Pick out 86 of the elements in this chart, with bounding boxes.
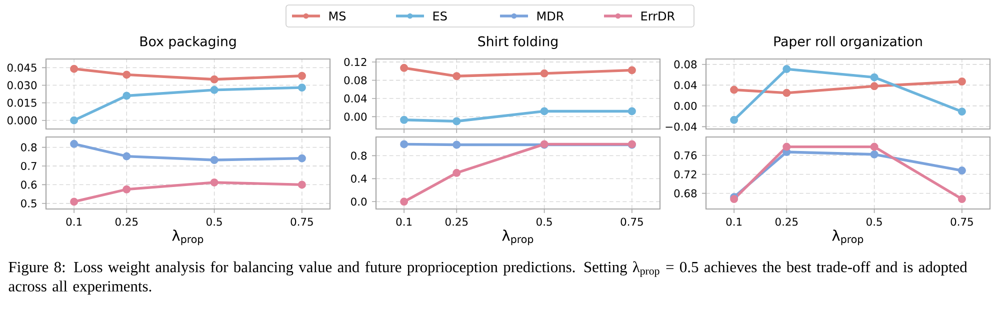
point — [70, 140, 78, 148]
point — [870, 142, 878, 151]
point — [298, 180, 306, 189]
chart-title: Box packaging — [140, 36, 236, 49]
x-tick-label: 0.5 — [866, 218, 882, 226]
point — [782, 88, 791, 97]
point — [122, 185, 131, 194]
y-tick-label: 0.6 — [21, 180, 37, 189]
y-tick-label: 0.8 — [351, 152, 367, 160]
y-tick-label: 0.000 — [7, 116, 37, 124]
point — [210, 75, 218, 84]
point — [958, 108, 966, 116]
y-tick-label: 0.7 — [21, 162, 36, 170]
point — [730, 116, 738, 124]
x-tick-label: 0.1 — [66, 218, 82, 226]
point — [958, 166, 966, 175]
point — [730, 86, 738, 94]
point — [298, 154, 306, 162]
y-tick-label: 0.72 — [674, 170, 696, 178]
y-tick-label: 0.76 — [674, 151, 697, 160]
point — [400, 198, 408, 206]
x-tick-label: 0.1 — [396, 218, 412, 226]
point — [870, 82, 878, 90]
x-tick-label: 0.75 — [290, 218, 313, 226]
y-tick-label: 0.08 — [344, 76, 367, 84]
point — [400, 116, 408, 124]
point — [870, 150, 878, 158]
x-tick-label: 0.75 — [950, 218, 973, 226]
point — [400, 140, 408, 148]
point — [70, 116, 78, 124]
y-tick-label: 0.12 — [344, 58, 366, 66]
y-tick-label: 0.00 — [344, 112, 367, 121]
point — [452, 168, 461, 177]
point — [70, 198, 78, 206]
y-tick-label: 0.04 — [674, 81, 697, 90]
x-tick-label: 0.25 — [445, 218, 468, 226]
y-tick-label: 0.015 — [7, 98, 36, 107]
point — [400, 64, 408, 72]
point — [122, 70, 131, 79]
x-tick-label: 0.75 — [620, 218, 643, 226]
y-tick-label: 0.045 — [7, 64, 36, 72]
point — [122, 152, 131, 160]
point — [210, 156, 218, 164]
legend-label: ES — [433, 11, 447, 21]
legend-label: MDR — [537, 12, 564, 20]
chart-title: Paper roll organization — [774, 36, 922, 49]
point — [958, 195, 966, 204]
y-tick-label: 0.08 — [674, 60, 697, 68]
legend-label: MS — [329, 11, 346, 21]
y-tick-label: 0.04 — [344, 94, 367, 102]
x-axis-title: λ$_{prop}$ — [832, 230, 864, 246]
point — [452, 72, 461, 80]
point — [782, 65, 791, 74]
y-tick-label: 0.4 — [351, 174, 367, 183]
x-tick-label: 0.25 — [775, 218, 798, 226]
y-tick-label: 0.5 — [21, 199, 36, 208]
point — [210, 86, 218, 94]
legend-label: ErrDR — [641, 12, 675, 20]
point — [122, 92, 131, 100]
point — [210, 178, 218, 186]
x-axis-title: λ$_{prop}$ — [502, 230, 534, 246]
point — [452, 117, 461, 126]
x-tick-label: 0.25 — [115, 218, 138, 226]
point — [870, 73, 878, 82]
y-tick-label: 0.68 — [674, 189, 697, 198]
x-axis-title: λ$_{prop}$ — [172, 230, 204, 246]
x-tick-label: 0.1 — [726, 218, 742, 226]
point — [540, 107, 548, 116]
x-tick-label: 0.5 — [206, 218, 222, 226]
point — [452, 140, 461, 149]
y-tick-label: 0.0 — [351, 198, 367, 206]
y-tick-label: −0.04 — [666, 122, 697, 131]
point — [628, 107, 636, 116]
point — [628, 66, 636, 74]
point — [958, 77, 966, 86]
text: Figure 8: Loss weight analysis for balancing value and future proprioception predictions. Setting λ$_{prop}$ = 0.5 achieves the best trade-off and is adopted across all experiments. — [8, 261, 968, 295]
point — [782, 142, 791, 151]
x-tick-label: 0.5 — [536, 218, 552, 226]
point — [540, 69, 548, 78]
y-tick-label: 0.00 — [674, 102, 697, 110]
chart-title: Shirt folding — [478, 36, 558, 49]
point — [298, 72, 306, 80]
y-tick-label: 0.030 — [7, 81, 37, 90]
point — [70, 64, 78, 73]
point — [298, 84, 306, 92]
y-tick-label: 0.8 — [21, 143, 37, 152]
